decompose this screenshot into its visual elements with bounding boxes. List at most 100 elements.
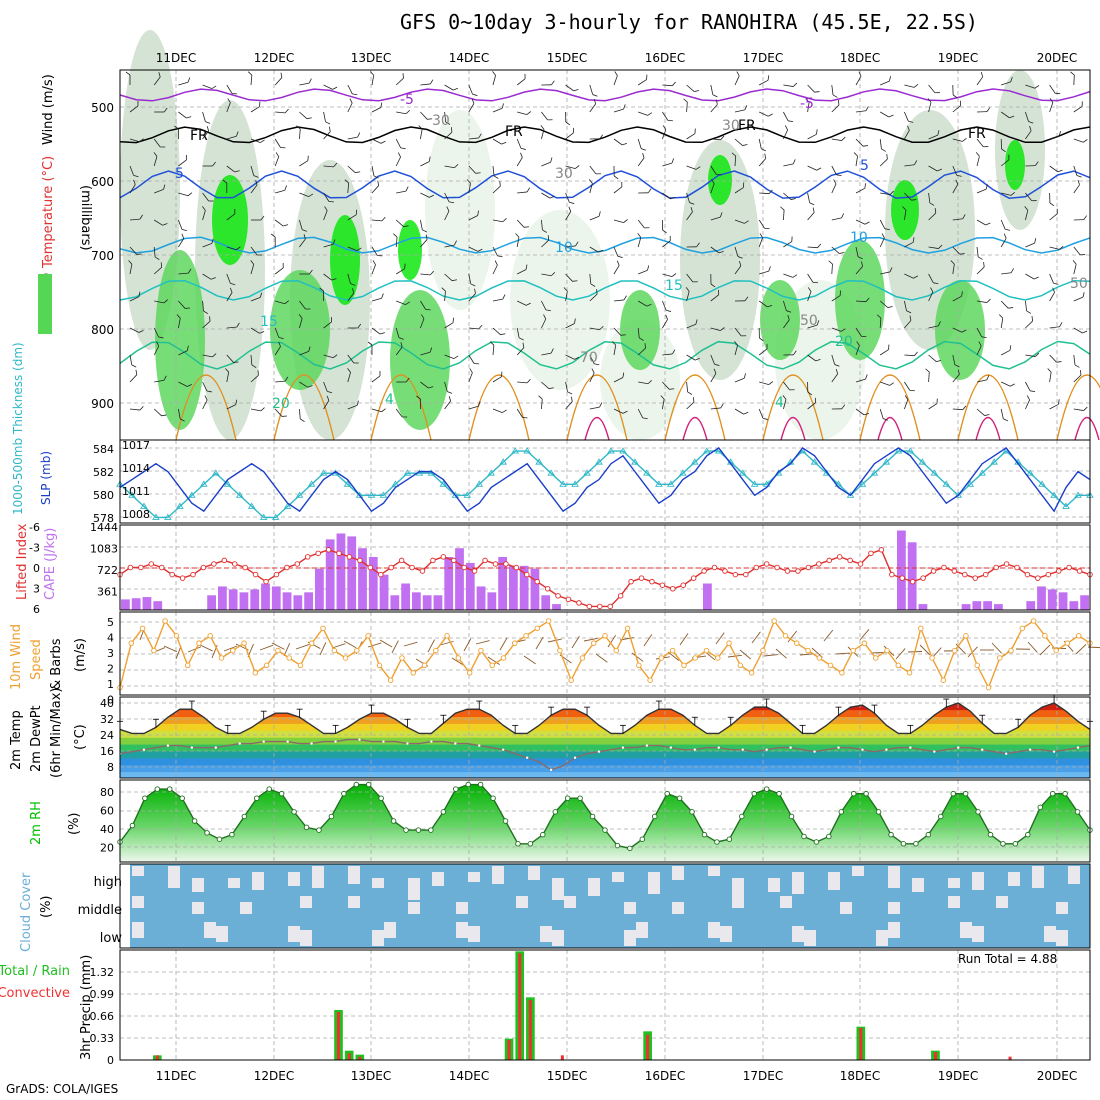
wind10-speed-line-point <box>805 647 811 654</box>
wind-barb <box>468 165 481 174</box>
precip-convective-bar <box>528 1000 532 1060</box>
wind-barb-flag <box>185 307 191 309</box>
wind-barb-staff <box>1049 292 1055 302</box>
wind-barb-staff <box>1073 374 1082 383</box>
wind-barb <box>710 273 716 288</box>
cloud-clear-cell <box>312 866 324 888</box>
lifted-index-line-point <box>263 578 269 585</box>
wind10-speed-line-point <box>918 625 924 632</box>
wind-barb-staff <box>1073 184 1080 194</box>
thickness-marker <box>343 480 352 487</box>
wind-barb-staff <box>734 219 745 224</box>
rh2m-line-point <box>788 813 795 820</box>
wind-barb-staff <box>589 84 594 95</box>
wind-barb <box>517 187 531 194</box>
wind-barb-staff <box>299 238 306 248</box>
date-label-top: 14DEC <box>449 51 489 65</box>
wind-barb-flag <box>1034 352 1040 357</box>
wind-barb-flag <box>543 314 547 320</box>
wind-barb-staff <box>686 401 695 410</box>
wind-barb-staff <box>710 373 717 383</box>
rh2m-line-point <box>763 786 770 792</box>
wind10-speed-line-point <box>523 633 529 639</box>
wind-barb-flag <box>669 388 675 390</box>
wind-barb-flag <box>445 121 451 125</box>
wind-barb-flag <box>1026 310 1032 314</box>
dewpoint-dot <box>789 746 792 749</box>
precip-tick-label: 0.33 <box>90 1032 115 1045</box>
wind-barb-flag <box>227 98 231 103</box>
dewpoint-dot <box>1076 746 1080 749</box>
wind-barb-flag <box>187 383 192 387</box>
wind-barb <box>662 81 676 87</box>
cloud-unit-label: (%) <box>39 896 54 919</box>
wind-barb-flag <box>863 413 869 416</box>
wind-barb-staff <box>492 75 496 86</box>
wind-barb-flag <box>612 341 617 346</box>
lifted-index-line-point <box>816 561 822 567</box>
date-label-bottom: 20DEC <box>1037 1069 1077 1083</box>
wind-barb <box>565 165 580 169</box>
temp-contour-25 <box>566 374 628 441</box>
wind10-barb <box>367 642 382 648</box>
wind-barb <box>710 403 724 410</box>
wind-barb-flag <box>251 364 257 368</box>
wind-barb <box>638 265 650 275</box>
wind-barb-staff <box>589 273 592 284</box>
wind10-speed-line-point <box>1075 633 1082 639</box>
date-label-top: 12DEC <box>254 51 294 65</box>
wind-barb <box>710 246 724 254</box>
wind-barb-flag <box>767 75 770 81</box>
wind-barb <box>855 341 860 356</box>
wind-barb <box>904 315 912 329</box>
rh-shading <box>708 155 732 205</box>
wind-barb-staff <box>420 318 425 329</box>
lifted-index-line-point <box>169 571 175 578</box>
cloud-clear-cell <box>672 902 684 914</box>
wind-barb-flag <box>308 78 312 84</box>
wind-barb <box>492 138 507 145</box>
wind-barb <box>226 273 236 286</box>
wind10-barb <box>175 645 182 660</box>
wind-barb-flag <box>768 113 773 117</box>
lifted-index-line-point <box>868 550 874 557</box>
cloud-clear-cell <box>168 866 180 888</box>
cloud-clear-cell <box>960 922 972 938</box>
wind-barb <box>178 111 192 119</box>
wind-barb <box>178 268 192 275</box>
wind-barb <box>565 273 578 282</box>
wind-barb-staff <box>734 246 739 257</box>
cloud-clear-cell <box>1032 866 1044 888</box>
wind-barb <box>299 269 313 275</box>
wind-barb-flag <box>404 263 406 269</box>
wind-barb-staff <box>202 210 206 221</box>
wind-barb-staff <box>516 157 523 167</box>
wind10-speed-line-point <box>162 618 168 624</box>
wind-barb-flag <box>500 333 506 336</box>
wind-barb-flag <box>616 260 620 266</box>
wind-barb <box>613 372 625 383</box>
wind-barb <box>128 260 133 275</box>
wind10-speed-line-point <box>974 662 980 669</box>
thickness-marker <box>212 469 220 476</box>
wind-barb-flag <box>478 324 483 330</box>
wind10-barb <box>643 634 653 647</box>
wind-barb-staff <box>638 381 649 385</box>
cloud-clear-cell <box>204 922 216 938</box>
wind-barb <box>734 138 748 146</box>
cloud-clear-cell <box>528 866 540 880</box>
cape-panel-frame <box>119 524 1091 611</box>
wind-barb-staff <box>952 327 963 333</box>
cloud-clear-cell <box>348 866 360 884</box>
cape-bar <box>897 530 906 610</box>
wind-barb <box>468 246 483 252</box>
wind-barb <box>541 272 556 277</box>
wind-barb-flag <box>1056 208 1058 214</box>
wind-barb <box>783 300 792 313</box>
wind-barb <box>879 138 886 152</box>
wind-barb <box>444 317 454 329</box>
wind-barb <box>1049 322 1063 329</box>
wind-barb-flag <box>784 125 788 131</box>
wind-barb-flag <box>232 93 238 95</box>
wind10-barb <box>295 644 310 650</box>
